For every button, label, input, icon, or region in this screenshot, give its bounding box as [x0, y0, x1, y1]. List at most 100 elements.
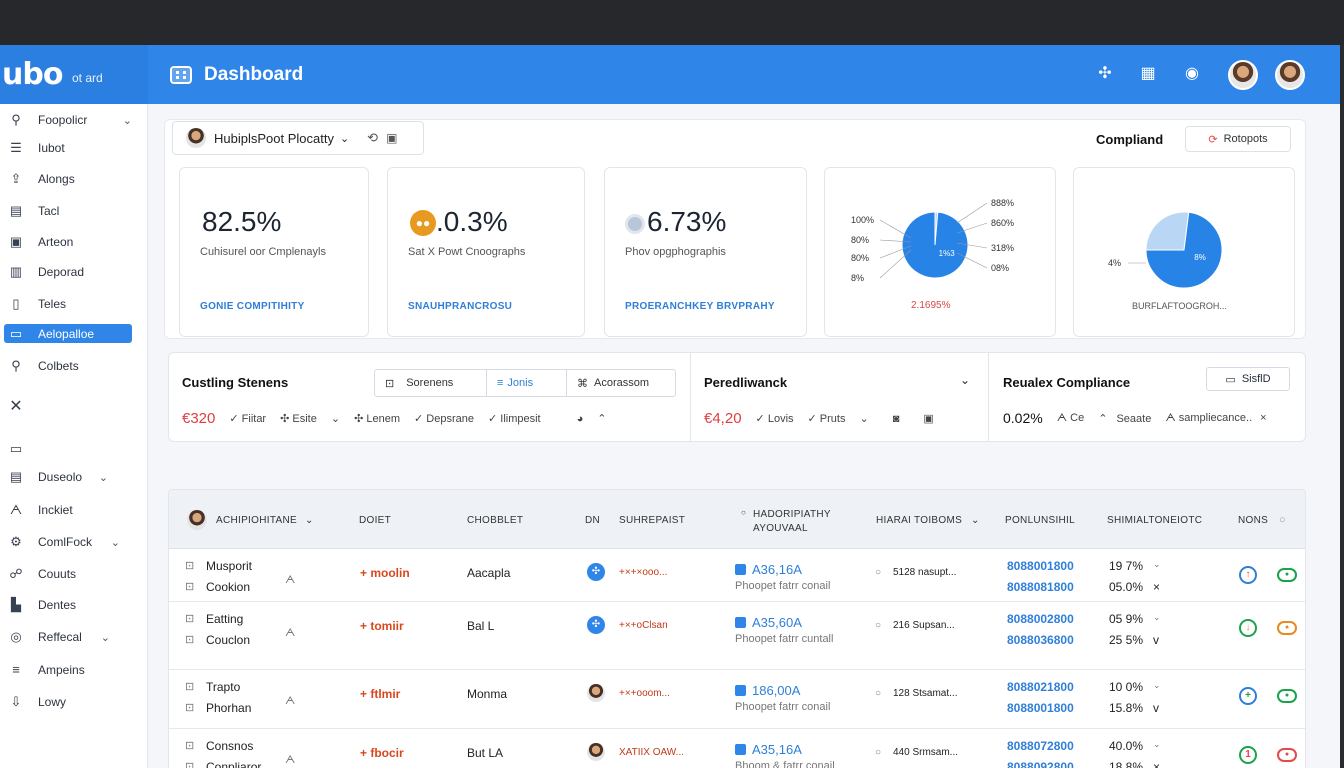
sidebar-item-alongs[interactable]: ⇪ Alongs — [4, 169, 132, 189]
summary-item[interactable]: ✣ Esite — [280, 413, 317, 425]
row-ref[interactable]: 8088081800 — [1007, 580, 1074, 594]
row-company[interactable]: Aacapla — [467, 566, 511, 580]
chevron-down-icon[interactable]: ⌄ — [1153, 559, 1161, 569]
chevron-down-icon[interactable]: ⌄ — [971, 515, 980, 526]
kpi-card[interactable]: 6.73% Phov opgphographis PROERANCHKEY BR… — [604, 167, 807, 337]
row-ref[interactable]: 8088092800 — [1007, 760, 1074, 768]
table-row[interactable]: ⊡ Musporit ⊡ Cookion ᗅ + moolin Aacapla … — [169, 549, 1305, 602]
column-header[interactable]: ACHIPIOHITANE — [216, 515, 297, 526]
reports-button[interactable]: ⟳ Rotopots — [1185, 126, 1291, 152]
sidebar-item-aelopalloe[interactable]: ▭ Aelopalloe — [4, 324, 132, 343]
status-icon[interactable]: + — [1239, 687, 1257, 705]
row-action[interactable]: v — [1153, 633, 1159, 647]
column-header[interactable]: SHIMIALTONEIOTC — [1107, 515, 1203, 526]
column-header[interactable]: HIARAI TOIBOMS — [876, 515, 963, 526]
row-action[interactable]: v — [1153, 701, 1159, 715]
square-icon[interactable]: ▣ — [923, 413, 934, 425]
pie-slice[interactable] — [1145, 211, 1190, 251]
avatar[interactable] — [1228, 60, 1258, 90]
sidebar-item-teles[interactable]: ▯ Teles — [4, 294, 132, 314]
summary-item[interactable]: ᗅ Ce — [1056, 411, 1085, 424]
kpi-link[interactable]: GONIE COMPITIHITY — [200, 301, 305, 312]
project-selector[interactable]: HubiplsPoot Plocatty ⌄ ⟲ ▣ — [172, 121, 424, 155]
row-name[interactable]: Musporit — [206, 559, 253, 573]
puzzle-icon[interactable]: ✣ — [1098, 65, 1112, 82]
sidebar-item-couuts[interactable]: ☍ Couuts — [4, 564, 132, 584]
summary-item[interactable]: ✓ Lovis — [755, 413, 794, 425]
column-header[interactable]: CHOBBLET — [467, 515, 524, 526]
row-owner[interactable]: + moolin — [360, 566, 410, 580]
sidebar-item-lowy[interactable]: ⇩ Lowy — [4, 692, 132, 712]
status-icon[interactable]: 1 — [1239, 746, 1257, 764]
row-ref[interactable]: 8088021800 — [1007, 680, 1074, 694]
sidebar-item-inckiet[interactable]: ᗅ Inckiet — [4, 500, 132, 520]
row-amount[interactable]: A35,16A — [735, 742, 802, 757]
sidebar-item-ampeins[interactable]: ≡ Ampeins — [4, 660, 132, 680]
save-icon[interactable]: ▣ — [386, 131, 398, 145]
row-amount[interactable]: 186,00A — [735, 683, 800, 698]
kpi-card[interactable]: ●● .0.3% Sat X Powt Cnoographs SNAUHPRAN… — [387, 167, 585, 337]
table-row[interactable]: ⊡ Trapto ⊡ Phorhan ᗅ + ftlmir Monma +×+o… — [169, 670, 1305, 729]
filter-acorassom[interactable]: ⌘ Acorassom — [567, 370, 675, 396]
column-header[interactable]: DN — [585, 515, 601, 526]
sidebar-item-deporad[interactable]: ▥ Deporad — [4, 262, 132, 282]
brand-logo[interactable]: ubo ot ard — [0, 45, 148, 104]
sidebar-item-colbets[interactable]: ⚲ Colbets — [4, 356, 132, 376]
row-company[interactable]: But LA — [467, 746, 504, 760]
section-action-button[interactable]: ▭ SisflD — [1206, 367, 1290, 391]
row-amount[interactable]: A35,60A — [735, 615, 802, 630]
chevron-down-icon[interactable]: ⌄ — [305, 515, 314, 526]
toggle-icon[interactable]: ● — [1277, 748, 1297, 762]
avatar[interactable] — [1275, 60, 1305, 90]
info-icon[interactable]: ◕ — [576, 412, 584, 425]
radio-icon[interactable]: ○ — [875, 747, 882, 758]
status-icon[interactable]: ↑ — [1239, 566, 1257, 584]
column-header[interactable]: SUHREPAIST — [619, 515, 686, 526]
table-row[interactable]: ⊡ Consnos ⊡ Conpliaror ᗅ + fbocir But LA… — [169, 729, 1305, 768]
summary-item[interactable]: ✓ Ilimpesit — [487, 413, 541, 425]
radio-icon[interactable]: ○ — [741, 508, 747, 517]
chevron-down-icon[interactable]: ⌄ — [960, 373, 971, 387]
radio-icon[interactable]: ○ — [875, 688, 882, 699]
column-header[interactable]: PONLUNSIHIL — [1005, 515, 1075, 526]
settings-icon[interactable]: ◉ — [1185, 65, 1199, 82]
row-action[interactable]: × — [1153, 580, 1161, 594]
summary-item[interactable]: ✓ Fiitar — [229, 413, 267, 425]
toggle-icon[interactable]: ● — [1277, 689, 1297, 703]
row-amount[interactable]: A36,16A — [735, 562, 802, 577]
chevron-up-icon[interactable]: ⌃ — [597, 413, 607, 425]
sidebar-item-reffecal[interactable]: ◎ Reffecal ⌄ — [4, 627, 132, 647]
row-ref[interactable]: 8088036800 — [1007, 633, 1074, 647]
row-company[interactable]: Bal L — [467, 619, 495, 633]
row-ref[interactable]: 8088072800 — [1007, 739, 1074, 753]
sidebar-item-tools[interactable]: ✕ — [4, 397, 132, 417]
kpi-link[interactable]: PROERANCHKEY BRVPRAHY — [625, 301, 775, 312]
chevron-down-icon[interactable]: ⌄ — [330, 413, 341, 425]
row-company[interactable]: Monma — [467, 687, 508, 701]
filter-sorenens[interactable]: ⊡ Sorenens — [375, 370, 487, 396]
pie-slice[interactable] — [901, 211, 969, 279]
filter-jonis[interactable]: ≡ Jonis — [487, 370, 567, 396]
sidebar-item-foopolicr[interactable]: ⚲ Foopolicr ⌄ — [4, 110, 132, 130]
radio-icon[interactable]: ○ — [875, 620, 882, 631]
share-icon[interactable]: ⟲ — [367, 130, 379, 145]
chevron-down-icon[interactable]: ⌄ — [1153, 739, 1161, 749]
kpi-link[interactable]: SNAUHPRANCROSU — [408, 301, 513, 312]
kpi-card[interactable]: 82.5% Cuhisurel oor Cmplenayls GONIE COM… — [179, 167, 369, 337]
column-header[interactable]: DOIET — [359, 515, 392, 526]
table-row[interactable]: ⊡ Eatting ⊡ Couclon ᗅ + tomiir Bal L ✣ +… — [169, 602, 1305, 670]
sidebar-item-tacl[interactable]: ▤ Tacl — [4, 201, 132, 221]
row-owner[interactable]: + fbocir — [360, 746, 404, 760]
row-owner[interactable]: + tomiir — [360, 619, 404, 633]
row-name[interactable]: Eatting — [206, 612, 244, 626]
status-icon[interactable]: ↓ — [1239, 619, 1257, 637]
tag-icon[interactable]: ◙ — [892, 412, 900, 425]
sidebar-item-iubot[interactable]: ☰ Iubot — [4, 138, 132, 158]
row-name[interactable]: Trapto — [206, 680, 241, 694]
radio-icon[interactable]: ○ — [875, 567, 882, 578]
grid-icon[interactable]: ▦ — [1140, 65, 1156, 82]
row-ref[interactable]: 8088002800 — [1007, 612, 1074, 626]
toggle-icon[interactable]: ● — [1277, 621, 1297, 635]
column-header[interactable]: HADORIPIATHY AYOUVAAL — [753, 509, 831, 534]
close-icon[interactable]: × — [1260, 412, 1267, 424]
